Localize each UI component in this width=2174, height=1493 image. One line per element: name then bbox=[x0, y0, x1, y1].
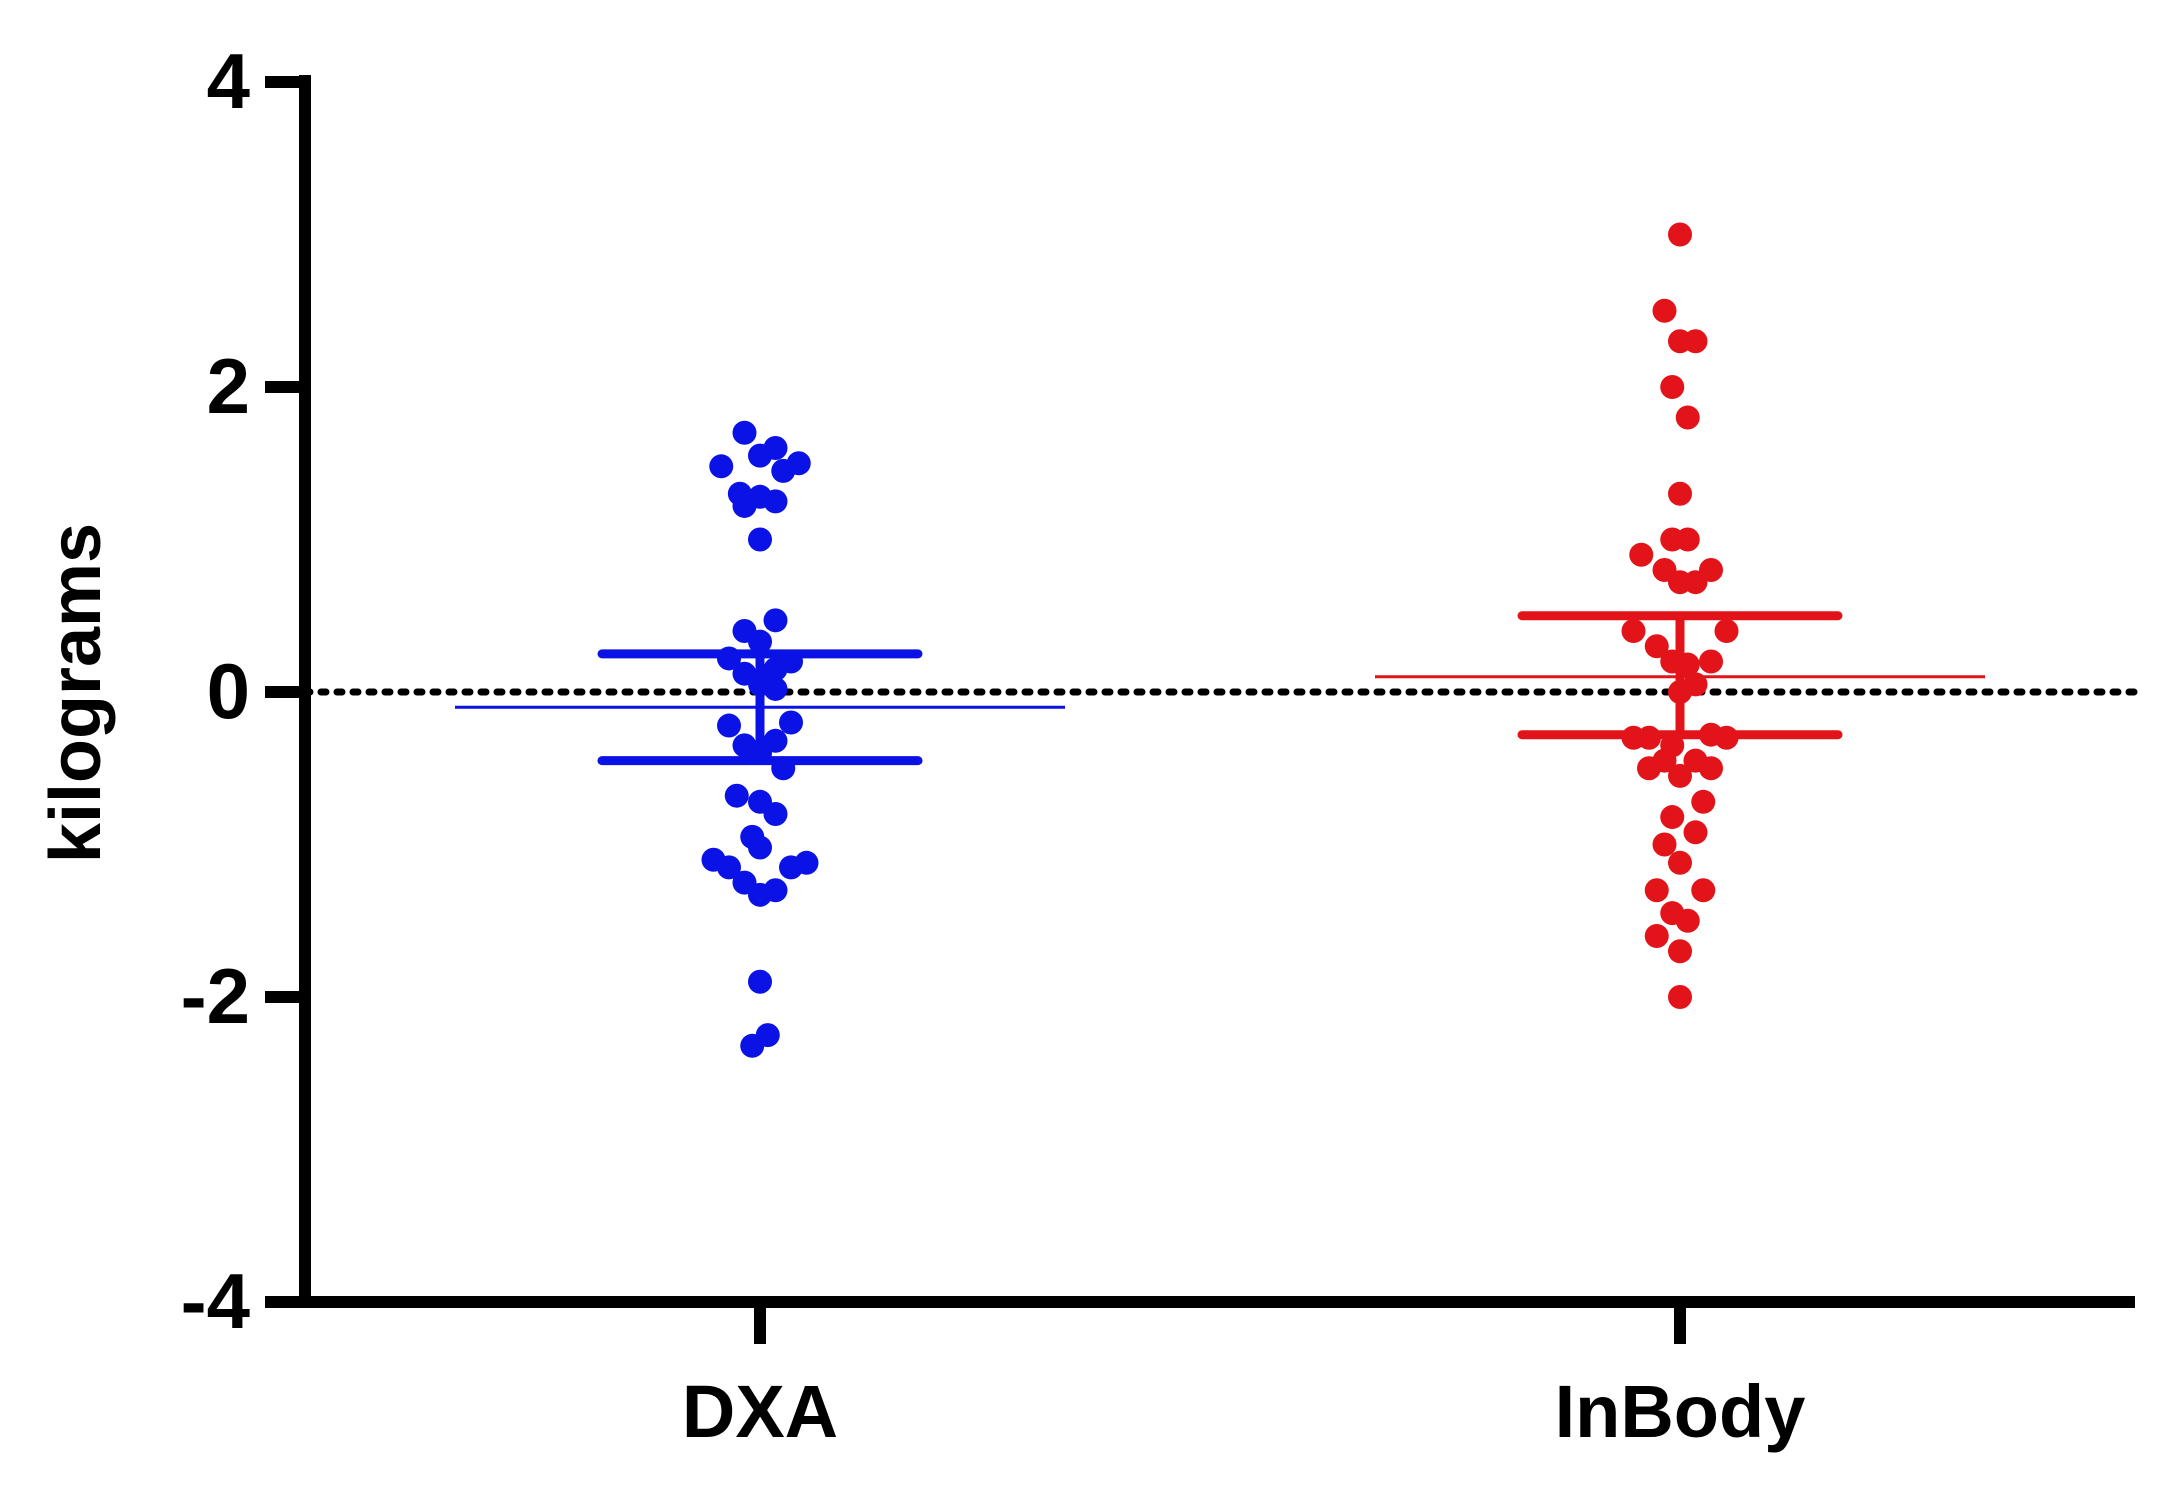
dxa-data-point bbox=[748, 969, 772, 994]
dxa-data-point bbox=[724, 783, 749, 808]
inbody-data-point bbox=[1714, 619, 1739, 643]
inbody-data-point bbox=[1660, 375, 1685, 399]
inbody-data-point bbox=[1644, 634, 1669, 659]
inbody-data-point bbox=[1691, 789, 1716, 814]
inbody-data-point bbox=[1675, 405, 1700, 430]
dxa-data-point bbox=[763, 878, 788, 903]
dxa-data-point bbox=[717, 855, 741, 880]
inbody-data-point bbox=[1668, 850, 1692, 875]
inbody-data-point bbox=[1644, 924, 1669, 948]
y-tick-label: 2 bbox=[207, 342, 250, 430]
dxa-data-point bbox=[763, 676, 788, 701]
y-axis-label: kilograms bbox=[36, 523, 116, 863]
dxa-data-point bbox=[794, 850, 819, 875]
inbody-data-point bbox=[1683, 820, 1708, 845]
inbody-data-point bbox=[1644, 878, 1669, 903]
data-points-layer bbox=[701, 222, 1739, 1058]
inbody-data-point bbox=[1621, 619, 1646, 643]
inbody-data-point bbox=[1629, 542, 1654, 567]
dxa-data-point bbox=[763, 489, 788, 514]
dxa-data-point bbox=[717, 713, 741, 738]
y-tick-label: 4 bbox=[207, 37, 250, 125]
dxa-data-point bbox=[771, 458, 796, 483]
inbody-data-point bbox=[1683, 672, 1708, 697]
inbody-data-point bbox=[1699, 756, 1723, 781]
inbody-data-point bbox=[1675, 908, 1700, 933]
inbody-data-point bbox=[1652, 298, 1677, 323]
y-tick-label: 0 bbox=[207, 647, 250, 735]
dxa-data-point bbox=[763, 608, 788, 633]
dxa-data-point bbox=[748, 527, 772, 552]
dxa-data-point bbox=[755, 1023, 780, 1048]
x-tick-label: InBody bbox=[1555, 1370, 1806, 1453]
inbody-data-point bbox=[1668, 481, 1692, 506]
inbody-data-point bbox=[1637, 756, 1661, 781]
inbody-data-point bbox=[1699, 558, 1723, 582]
y-tick-label: -4 bbox=[181, 1257, 250, 1345]
inbody-data-point bbox=[1668, 985, 1692, 1009]
y-tick-label: -2 bbox=[181, 952, 250, 1040]
labels: kilograms DXA InBody 4 2 0 -2 -4 bbox=[36, 37, 1805, 1453]
dxa-data-point bbox=[763, 802, 788, 826]
dxa-data-point bbox=[748, 443, 772, 468]
inbody-data-point bbox=[1668, 763, 1692, 788]
x-tick-label: DXA bbox=[682, 1370, 838, 1453]
inbody-data-point bbox=[1691, 878, 1716, 903]
inbody-data-point bbox=[1668, 939, 1692, 964]
dxa-data-point bbox=[709, 454, 734, 479]
error-bar-layer bbox=[597, 611, 1843, 766]
dxa-data-point bbox=[748, 835, 772, 860]
dxa-data-point bbox=[748, 629, 772, 654]
inbody-data-point bbox=[1699, 649, 1723, 674]
inbody-data-point bbox=[1675, 527, 1700, 552]
dxa-data-point bbox=[779, 710, 803, 735]
inbody-data-point bbox=[1668, 222, 1692, 247]
axes bbox=[265, 75, 2135, 1344]
dxa-data-point bbox=[763, 657, 788, 682]
inbody-data-point bbox=[1683, 329, 1708, 354]
inbody-data-point bbox=[1660, 805, 1685, 830]
inbody-data-point bbox=[1652, 832, 1677, 857]
dxa-data-point bbox=[732, 420, 757, 445]
